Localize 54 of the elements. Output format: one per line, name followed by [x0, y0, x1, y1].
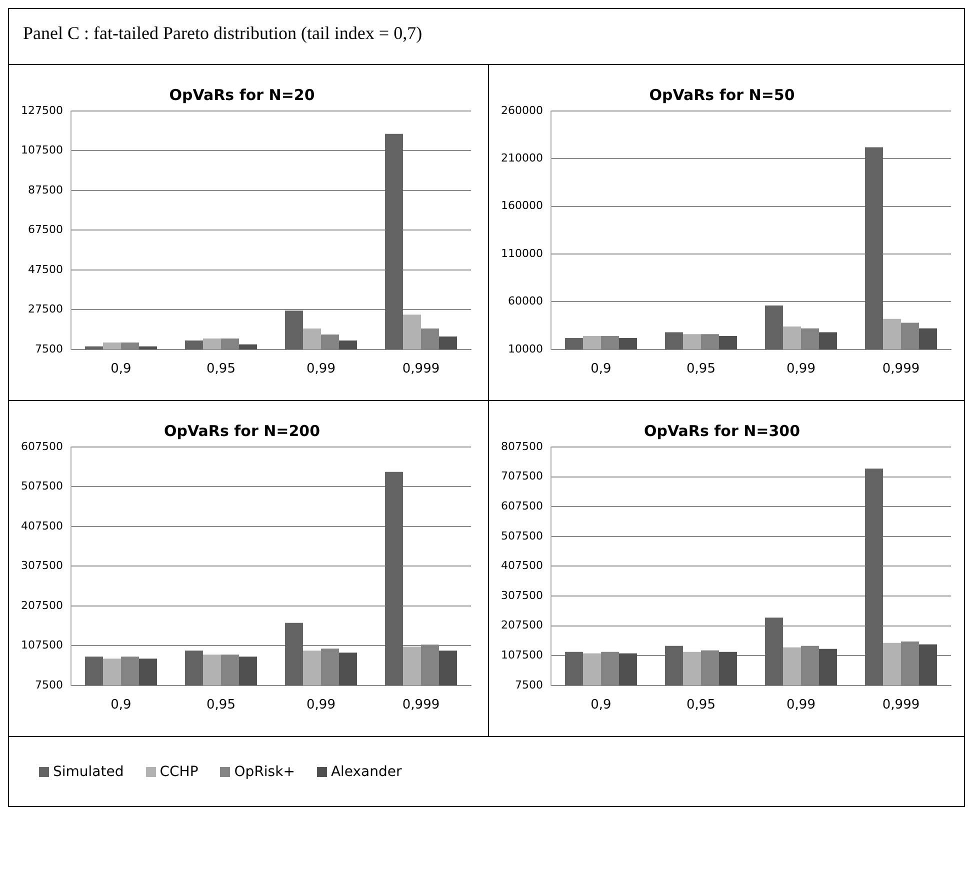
x-tick-label: 0,95: [686, 362, 716, 377]
chart-title: OpVaRs for N=300: [644, 422, 800, 440]
y-tick-label: 307500: [20, 559, 63, 572]
x-tick-label: 0,9: [110, 698, 132, 713]
y-tick-label: 307500: [500, 588, 543, 602]
y-tick-label: 10000: [508, 342, 543, 356]
y-tick-label: 507500: [20, 480, 63, 493]
y-tick-label: 507500: [500, 529, 543, 542]
chart-title: OpVaRs for N=50: [649, 86, 795, 104]
y-tick-label: 7500: [34, 342, 63, 356]
y-tick-label: 607500: [500, 499, 543, 512]
chart-title: OpVaRs for N=20: [169, 86, 315, 104]
y-tick-label: 7500: [514, 678, 543, 692]
x-tick-label: 0,9: [110, 362, 132, 377]
y-tick-label: 107500: [500, 648, 543, 662]
x-tick-label: 0,99: [306, 362, 336, 377]
y-tick-label: 207500: [20, 598, 63, 612]
y-tick-label: 127500: [20, 104, 63, 117]
x-tick-label: 0,99: [306, 698, 336, 713]
x-tick-label: 0,9: [590, 362, 612, 377]
y-tick-label: 87500: [28, 183, 63, 196]
y-tick-label: 107500: [20, 638, 63, 652]
y-tick-label: 707500: [500, 470, 543, 483]
y-tick-label: 207500: [500, 618, 543, 632]
legend-label: Alexander: [330, 764, 402, 780]
y-tick-label: 110000: [500, 246, 543, 260]
legend-label: OpRisk+: [234, 764, 295, 780]
x-tick-label: 0,99: [786, 362, 816, 377]
y-tick-label: 67500: [28, 223, 63, 236]
y-tick-label: 607500: [20, 440, 63, 453]
x-tick-label: 0,95: [206, 698, 236, 713]
y-tick-label: 210000: [500, 152, 543, 165]
x-tick-label: 0,95: [686, 698, 716, 713]
y-tick-label: 107500: [20, 144, 63, 157]
y-tick-label: 260000: [500, 104, 543, 117]
x-tick-label: 0,999: [402, 698, 440, 713]
y-tick-label: 407500: [20, 519, 63, 532]
x-tick-label: 0,99: [786, 698, 816, 713]
legend-label: CCHP: [160, 764, 198, 780]
y-tick-label: 807500: [500, 440, 543, 453]
y-tick-label: 60000: [508, 294, 543, 308]
x-tick-label: 0,999: [882, 698, 920, 713]
chart-title: OpVaRs for N=200: [164, 422, 320, 440]
legend-label: Simulated: [53, 764, 124, 780]
x-tick-label: 0,999: [402, 362, 440, 377]
y-tick-label: 47500: [28, 262, 63, 276]
x-tick-label: 0,95: [206, 362, 236, 377]
x-tick-label: 0,9: [590, 698, 612, 713]
x-tick-label: 0,999: [882, 362, 920, 377]
y-tick-label: 160000: [500, 199, 543, 212]
y-tick-label: 407500: [500, 559, 543, 572]
y-tick-label: 27500: [28, 302, 63, 316]
text: Panel C : fat-tailed Pareto distribution (tail index = 0,7): [23, 23, 422, 43]
y-tick-label: 7500: [34, 678, 63, 692]
